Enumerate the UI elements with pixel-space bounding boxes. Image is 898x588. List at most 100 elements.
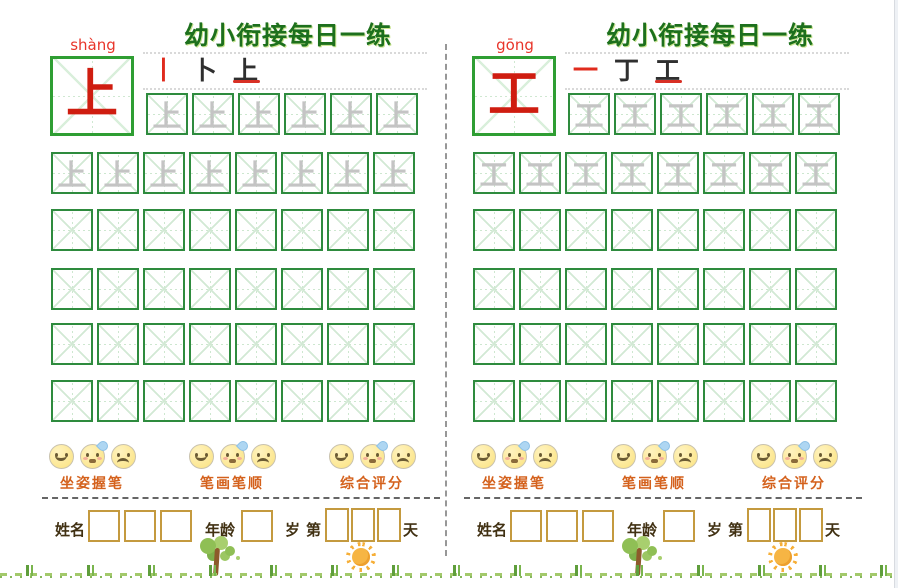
empty-practice-cell[interactable] [143,268,185,310]
age-input-box[interactable] [663,510,695,542]
empty-practice-cell[interactable] [281,268,323,310]
sweat-face-icon[interactable] [501,438,532,469]
empty-practice-cell[interactable] [657,209,699,251]
age-input-box[interactable] [241,510,273,542]
empty-practice-cell[interactable] [519,323,561,365]
trace-cell[interactable]: 工 [614,93,656,135]
empty-practice-cell[interactable] [795,323,837,365]
trace-cell[interactable]: 上 [281,152,323,194]
trace-cell[interactable]: 上 [97,152,139,194]
name-input-box[interactable] [546,510,578,542]
empty-practice-cell[interactable] [189,209,231,251]
empty-practice-cell[interactable] [235,209,277,251]
day-input-box[interactable] [773,508,797,542]
sad-face-icon[interactable] [812,444,838,469]
empty-practice-cell[interactable] [565,268,607,310]
empty-practice-cell[interactable] [611,323,653,365]
trace-cell[interactable]: 上 [330,93,372,135]
name-input-box[interactable] [582,510,614,542]
happy-face-icon[interactable] [188,444,214,469]
empty-practice-cell[interactable] [749,268,791,310]
day-input-box[interactable] [799,508,823,542]
empty-practice-cell[interactable] [473,380,515,422]
trace-cell[interactable]: 上 [143,152,185,194]
trace-cell[interactable]: 工 [568,93,610,135]
empty-practice-cell[interactable] [657,268,699,310]
day-input-box[interactable] [377,508,401,542]
empty-practice-cell[interactable] [749,380,791,422]
trace-cell[interactable]: 上 [192,93,234,135]
empty-practice-cell[interactable] [565,209,607,251]
sad-face-icon[interactable] [250,444,276,469]
name-input-box[interactable] [160,510,192,542]
empty-practice-cell[interactable] [565,380,607,422]
sweat-face-icon[interactable] [359,438,390,469]
empty-practice-cell[interactable] [749,323,791,365]
empty-practice-cell[interactable] [657,323,699,365]
empty-practice-cell[interactable] [281,323,323,365]
empty-practice-cell[interactable] [51,380,93,422]
trace-cell[interactable]: 上 [238,93,280,135]
empty-practice-cell[interactable] [51,268,93,310]
trace-cell[interactable]: 工 [473,152,515,194]
sweat-face-icon[interactable] [219,438,250,469]
empty-practice-cell[interactable] [97,380,139,422]
sweat-face-icon[interactable] [79,438,110,469]
sad-face-icon[interactable] [532,444,558,469]
trace-cell[interactable]: 上 [284,93,326,135]
empty-practice-cell[interactable] [565,323,607,365]
empty-practice-cell[interactable] [235,268,277,310]
empty-practice-cell[interactable] [657,380,699,422]
empty-practice-cell[interactable] [473,323,515,365]
empty-practice-cell[interactable] [611,380,653,422]
empty-practice-cell[interactable] [143,209,185,251]
empty-practice-cell[interactable] [795,209,837,251]
empty-practice-cell[interactable] [327,209,369,251]
trace-cell[interactable]: 上 [146,93,188,135]
empty-practice-cell[interactable] [97,209,139,251]
trace-cell[interactable]: 工 [749,152,791,194]
empty-practice-cell[interactable] [373,323,415,365]
name-input-box[interactable] [124,510,156,542]
empty-practice-cell[interactable] [703,268,745,310]
happy-face-icon[interactable] [610,444,636,469]
empty-practice-cell[interactable] [97,323,139,365]
trace-cell[interactable]: 工 [660,93,702,135]
empty-practice-cell[interactable] [143,323,185,365]
empty-practice-cell[interactable] [519,209,561,251]
empty-practice-cell[interactable] [143,380,185,422]
empty-practice-cell[interactable] [51,323,93,365]
happy-face-icon[interactable] [470,444,496,469]
trace-cell[interactable]: 上 [373,152,415,194]
empty-practice-cell[interactable] [703,380,745,422]
trace-cell[interactable]: 上 [189,152,231,194]
empty-practice-cell[interactable] [51,209,93,251]
trace-cell[interactable]: 上 [376,93,418,135]
empty-practice-cell[interactable] [235,323,277,365]
day-input-box[interactable] [747,508,771,542]
empty-practice-cell[interactable] [749,209,791,251]
trace-cell[interactable]: 工 [752,93,794,135]
empty-practice-cell[interactable] [473,209,515,251]
empty-practice-cell[interactable] [327,380,369,422]
trace-cell[interactable]: 工 [565,152,607,194]
empty-practice-cell[interactable] [97,268,139,310]
empty-practice-cell[interactable] [519,380,561,422]
trace-cell[interactable]: 工 [611,152,653,194]
empty-practice-cell[interactable] [281,380,323,422]
name-input-box[interactable] [88,510,120,542]
day-input-box[interactable] [325,508,349,542]
day-input-box[interactable] [351,508,375,542]
empty-practice-cell[interactable] [373,209,415,251]
sweat-face-icon[interactable] [781,438,812,469]
trace-cell[interactable]: 工 [798,93,840,135]
sad-face-icon[interactable] [672,444,698,469]
empty-practice-cell[interactable] [795,380,837,422]
trace-cell[interactable]: 工 [706,93,748,135]
empty-practice-cell[interactable] [795,268,837,310]
empty-practice-cell[interactable] [281,209,323,251]
sweat-face-icon[interactable] [641,438,672,469]
sad-face-icon[interactable] [110,444,136,469]
trace-cell[interactable]: 上 [327,152,369,194]
empty-practice-cell[interactable] [519,268,561,310]
